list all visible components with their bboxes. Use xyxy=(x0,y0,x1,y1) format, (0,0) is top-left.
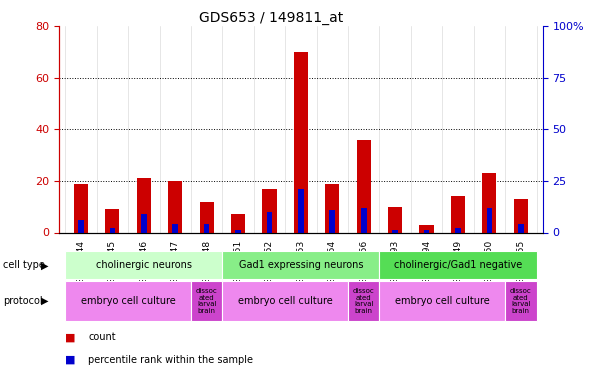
Bar xyxy=(518,224,524,232)
Bar xyxy=(361,208,366,232)
Bar xyxy=(379,281,505,321)
Bar xyxy=(141,214,147,232)
Bar xyxy=(505,281,536,321)
Text: ▶: ▶ xyxy=(41,260,48,270)
Bar xyxy=(222,281,348,321)
Text: embryo cell culture: embryo cell culture xyxy=(81,296,175,306)
Bar xyxy=(357,140,371,232)
Bar xyxy=(65,251,222,279)
Text: ▶: ▶ xyxy=(41,296,48,306)
Bar xyxy=(137,178,151,232)
Bar xyxy=(78,220,84,232)
Text: count: count xyxy=(88,333,116,342)
Bar xyxy=(348,281,379,321)
Text: cholinergic neurons: cholinergic neurons xyxy=(96,260,192,270)
Bar xyxy=(231,214,245,232)
Text: ■: ■ xyxy=(65,333,76,342)
Bar xyxy=(204,224,209,232)
Bar xyxy=(222,251,379,279)
Text: dissoc
ated
larval
brain: dissoc ated larval brain xyxy=(510,288,532,314)
Bar xyxy=(451,196,465,232)
Text: Gad1 expressing neurons: Gad1 expressing neurons xyxy=(238,260,363,270)
Bar xyxy=(65,281,191,321)
Text: dissoc
ated
larval
brain: dissoc ated larval brain xyxy=(353,288,375,314)
Bar xyxy=(514,199,528,232)
Bar xyxy=(487,208,492,232)
Bar xyxy=(199,202,214,232)
Text: GDS653 / 149811_at: GDS653 / 149811_at xyxy=(199,11,343,25)
Bar xyxy=(392,230,398,232)
Bar xyxy=(329,210,335,232)
Text: embryo cell culture: embryo cell culture xyxy=(395,296,490,306)
Text: cell type: cell type xyxy=(3,260,45,270)
Bar xyxy=(263,189,277,232)
Bar xyxy=(379,251,536,279)
Bar xyxy=(172,224,178,232)
Text: protocol: protocol xyxy=(3,296,42,306)
Bar xyxy=(168,181,182,232)
Bar xyxy=(110,228,115,232)
Text: cholinergic/Gad1 negative: cholinergic/Gad1 negative xyxy=(394,260,522,270)
Bar xyxy=(106,209,119,232)
Text: embryo cell culture: embryo cell culture xyxy=(238,296,333,306)
Bar xyxy=(325,183,339,232)
Text: percentile rank within the sample: percentile rank within the sample xyxy=(88,355,254,365)
Bar xyxy=(74,183,88,232)
Bar xyxy=(267,212,273,232)
Text: ■: ■ xyxy=(65,355,76,365)
Bar xyxy=(388,207,402,232)
Bar xyxy=(424,230,430,232)
Text: dissoc
ated
larval
brain: dissoc ated larval brain xyxy=(196,288,218,314)
Bar xyxy=(191,281,222,321)
Bar xyxy=(298,189,304,232)
Bar xyxy=(455,228,461,232)
Bar xyxy=(235,230,241,232)
Bar xyxy=(294,52,308,232)
Bar xyxy=(419,225,434,232)
Bar xyxy=(483,173,496,232)
